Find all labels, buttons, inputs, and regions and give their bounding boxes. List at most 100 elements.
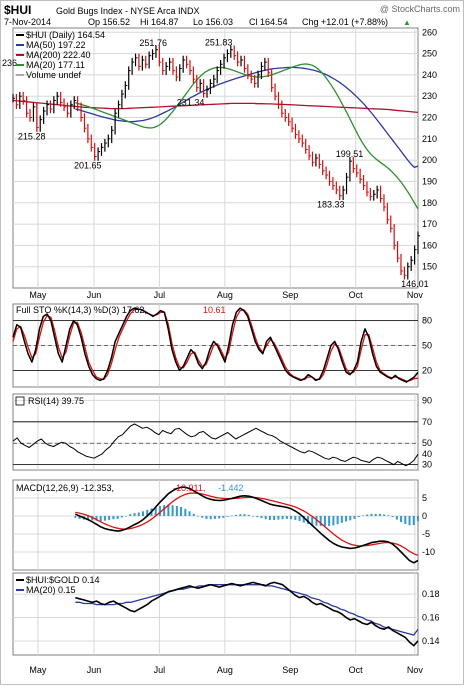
macd-hist-bar	[154, 507, 157, 516]
macd-hist-bar	[408, 516, 411, 526]
macd-hist-bar	[188, 511, 191, 516]
quote-high: Hi 164.87	[140, 17, 179, 27]
y-tick-label: 0.16	[422, 613, 440, 623]
month-label-upper: Sep	[282, 290, 298, 300]
month-label-upper: Nov	[407, 290, 424, 300]
y-tick-label: 90	[422, 395, 432, 405]
legend-ratioMA-label: MA(20) 0.15	[26, 585, 76, 595]
macd-hist-bar	[383, 514, 386, 516]
price-left-label: 236	[2, 58, 17, 68]
macd-hist-bar	[180, 507, 183, 516]
price-series	[12, 45, 420, 280]
macd-label: MACD(12,26,9) -12.353,	[16, 483, 114, 493]
legend-ma200-label: MA(200) 222.40	[26, 50, 91, 60]
y-tick-label: 0.14	[422, 636, 440, 646]
macd-hist-bar	[78, 516, 81, 519]
legend-volume-label: Volume undef	[26, 70, 82, 80]
stochastic-panel: 20 50 80 Full STO %K(14,3) %D(3) 17.62, 10.6…	[12, 303, 432, 388]
rsi-panel-border	[12, 393, 419, 471]
quote-open: Op 156.52	[88, 17, 130, 27]
sto-k-line	[12, 307, 419, 383]
quote-change: Chg +12.01 (+7.88%)	[302, 17, 388, 27]
macd-hist-bar	[247, 514, 250, 516]
y-tick-label: 0.18	[422, 589, 440, 599]
y-tick-label: 240	[422, 70, 437, 80]
price-annotation: 251.83	[205, 38, 233, 48]
macd-hist-bar	[366, 514, 369, 516]
month-label-upper: Aug	[217, 290, 233, 300]
watermark: @ StockCharts.com	[380, 4, 460, 14]
macd-hist-bar	[357, 516, 360, 518]
macd-signal-label: -10.911,	[173, 483, 205, 493]
y-tick-label: 50	[422, 438, 432, 448]
macd-hist-bar	[256, 516, 259, 518]
macd-hist-bar	[243, 514, 246, 516]
macd-hist-bar	[311, 516, 314, 525]
macd-hist-bar	[277, 516, 280, 520]
macd-hist-bar	[336, 516, 339, 525]
month-label-lower: Jul	[154, 665, 166, 675]
y-tick-label: 200	[422, 155, 437, 165]
y-tick-label: -10	[422, 547, 435, 557]
price-annotation: 251.76	[139, 38, 167, 48]
macd-hist-bar	[395, 516, 398, 520]
price-annotation: 199.51	[336, 149, 364, 159]
macd-hist-bar	[192, 513, 195, 516]
month-label-lower: Aug	[217, 665, 233, 675]
quote-date: 7-Nov-2014	[4, 17, 51, 27]
macd-hist-bar	[95, 516, 98, 521]
macd-hist-bar	[264, 516, 267, 520]
price-annotation: 146.01	[401, 279, 429, 289]
price-annotation: 215.28	[18, 132, 46, 142]
month-label-upper: Oct	[349, 290, 364, 300]
macd-hist-bar	[209, 516, 212, 520]
y-tick-label: 170	[422, 219, 437, 229]
macd-hist-bar	[404, 516, 407, 524]
macd-hist-bar	[226, 516, 229, 517]
macd-hist-bar	[158, 505, 161, 516]
quote-close: Cl 164.54	[249, 17, 288, 27]
macd-hist-bar	[281, 516, 284, 520]
macd-hist-bar	[340, 516, 343, 523]
macd-hist-bar	[328, 516, 331, 527]
macd-hist-bar	[218, 516, 221, 519]
sto-d-label: 10.61	[203, 305, 226, 315]
y-tick-label: 70	[422, 417, 432, 427]
y-tick-label: 250	[422, 49, 437, 59]
rsi-panel: 30 50 70 90 40 RSI(14) 39.75	[12, 393, 432, 471]
y-tick-label: 80	[422, 316, 432, 326]
macd-hist-bar	[103, 516, 106, 521]
y-tick-label: 230	[422, 91, 437, 101]
macd-hist-bar	[74, 516, 77, 518]
macd-hist-bar	[112, 516, 115, 520]
legend-ratio-label: $HUI:$GOLD 0.14	[26, 575, 100, 585]
legend-price-label: $HUI (Daily) 164.54	[26, 30, 105, 40]
macd-hist-bar	[353, 516, 356, 519]
rsi-icon	[15, 396, 25, 406]
y-tick-label: 260	[422, 27, 437, 37]
y-tick-label: 50	[422, 341, 432, 351]
macd-hist-bar	[137, 512, 140, 516]
macd-hist-bar	[332, 516, 335, 526]
macd-hist-bar	[260, 516, 263, 519]
legend-ma50-label: MA(50) 197.22	[26, 40, 86, 50]
price-annotation: 183.33	[317, 200, 345, 210]
month-label-lower: Jun	[87, 665, 102, 675]
month-label-lower: Nov	[407, 665, 424, 675]
macd-hist-bar	[184, 508, 187, 516]
macd-hist-bar	[400, 516, 403, 523]
y-tick-label: 160	[422, 240, 437, 250]
macd-hist-bar	[230, 515, 233, 517]
y-tick-label: 190	[422, 176, 437, 186]
y-tick-label: 220	[422, 113, 437, 123]
macd-hist-bar	[99, 516, 102, 522]
macd-hist-bar	[213, 516, 216, 519]
macd-hist-bar	[108, 516, 111, 520]
macd-hist-label: -1.442	[218, 483, 244, 493]
ratio-line	[75, 581, 419, 647]
macd-hist-bar	[273, 516, 276, 520]
macd-hist-bar	[167, 504, 170, 516]
month-label-lower: Sep	[282, 665, 298, 675]
